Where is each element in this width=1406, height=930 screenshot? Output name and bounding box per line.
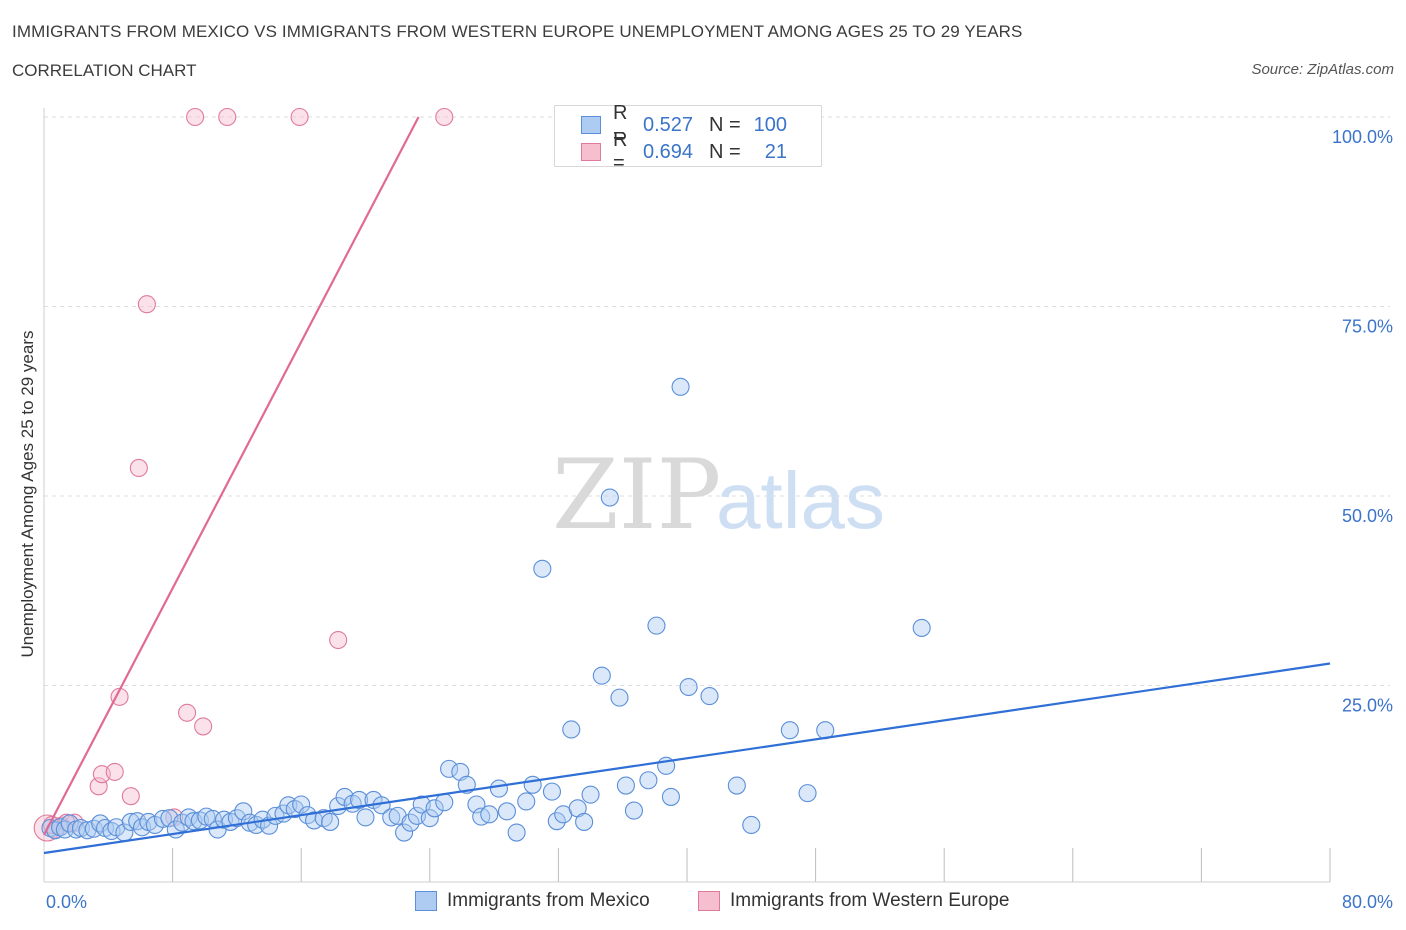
legend-n-label: N = xyxy=(709,113,741,136)
point-mexico xyxy=(547,812,566,831)
correlation-legend: R = 0.527 N = 100 R = 0.694 N = 21 xyxy=(554,102,822,174)
bottom-legend-label-western-europe: Immigrants from Western Europe xyxy=(730,890,1010,911)
point-mexico xyxy=(581,785,600,804)
legend-n-label: N = xyxy=(709,140,741,163)
bottom-legend-mexico: Immigrants from Mexico xyxy=(415,890,650,912)
point-western-europe xyxy=(329,630,348,650)
point-western-europe xyxy=(129,458,148,478)
point-mexico xyxy=(661,787,680,806)
point-mexico xyxy=(679,677,698,697)
point-mexico xyxy=(440,759,459,778)
point-mexico xyxy=(321,812,340,831)
source-label: Source: ZipAtlas.com xyxy=(1251,61,1394,78)
point-mexico xyxy=(562,720,581,739)
point-western-europe xyxy=(290,107,309,127)
legend-swatch-western-europe xyxy=(581,143,601,161)
gridlines xyxy=(44,116,1390,686)
point-western-europe xyxy=(105,762,124,781)
point-mexico xyxy=(600,488,619,507)
chart-title: IMMIGRANTS FROM MEXICO VS IMMIGRANTS FRO… xyxy=(12,22,1023,41)
point-mexico xyxy=(523,775,542,794)
legend-row-western-europe: R = 0.694 N = 21 xyxy=(581,129,787,174)
point-mexico xyxy=(395,823,414,842)
point-mexico xyxy=(647,616,666,635)
point-mexico xyxy=(292,795,311,814)
point-mexico xyxy=(671,377,690,396)
point-mexico xyxy=(350,790,369,810)
point-mexico xyxy=(727,776,746,795)
watermark-zip: ZIP xyxy=(552,439,721,551)
point-western-europe xyxy=(194,717,213,736)
y-tick-labels: 25.0% 50.0% 75.0% 100.0% xyxy=(1332,127,1393,716)
point-mexico xyxy=(51,818,70,837)
point-western-europe xyxy=(218,107,237,127)
legend-n-value-western-europe: 21 xyxy=(764,140,787,163)
point-mexico xyxy=(497,802,517,821)
y-tick-label: 25.0% xyxy=(1342,696,1393,716)
legend-n-value-mexico: 100 xyxy=(753,113,787,136)
point-mexico xyxy=(467,795,486,814)
point-western-europe xyxy=(186,107,205,127)
x-tick-label: 80.0% xyxy=(1342,892,1393,912)
legend-swatch-mexico xyxy=(581,116,601,134)
y-axis-label: Unemployment Among Ages 25 to 29 years xyxy=(18,330,37,658)
point-mexico xyxy=(798,784,817,803)
point-western-europe xyxy=(435,107,454,127)
point-mexico xyxy=(435,793,454,812)
watermark-atlas: atlas xyxy=(716,456,885,545)
watermark: ZIP atlas xyxy=(552,439,885,551)
y-tick-label: 100.0% xyxy=(1332,127,1393,147)
x-tick-labels: 0.0% 80.0% xyxy=(46,892,1393,912)
point-mexico xyxy=(425,799,444,818)
legend-r-value-western-europe: 0.694 xyxy=(643,140,694,163)
legend-r-value-mexico: 0.527 xyxy=(643,113,694,136)
bottom-legend-swatch-mexico xyxy=(415,891,437,911)
y-tick-label: 75.0% xyxy=(1342,317,1393,337)
bottom-legend-label-mexico: Immigrants from Mexico xyxy=(447,890,650,911)
legend-r-label: R = xyxy=(613,129,628,174)
trend-line-western-europe xyxy=(43,116,420,836)
point-western-europe xyxy=(121,787,140,806)
point-western-europe xyxy=(89,777,108,796)
point-mexico xyxy=(616,776,635,795)
point-mexico xyxy=(742,815,761,835)
point-mexico xyxy=(624,801,644,820)
trend-line-mexico xyxy=(43,662,1331,855)
point-mexico xyxy=(592,666,611,685)
legend-row-mexico: R = 0.527 N = 100 xyxy=(581,102,787,147)
point-mexico xyxy=(575,812,594,831)
point-mexico xyxy=(382,808,401,827)
point-mexico xyxy=(507,823,526,842)
x-axis-ticks xyxy=(43,848,1331,882)
point-mexico xyxy=(153,809,173,828)
point-western-europe xyxy=(137,295,156,314)
chart-subtitle: CORRELATION CHART xyxy=(12,61,197,80)
point-mexico xyxy=(542,782,562,801)
x-tick-label: 0.0% xyxy=(46,892,87,912)
point-mexico xyxy=(234,802,253,821)
trend-lines xyxy=(43,116,1331,855)
point-mexico xyxy=(121,812,140,831)
point-mexico xyxy=(420,809,439,828)
point-mexico xyxy=(533,559,552,578)
point-mexico xyxy=(517,792,536,811)
point-mexico xyxy=(780,721,799,740)
point-mexico xyxy=(401,813,420,832)
point-mexico xyxy=(480,805,499,824)
data-points xyxy=(33,107,931,842)
point-mexico xyxy=(610,688,629,707)
bottom-legend-western-europe: Immigrants from Western Europe xyxy=(698,890,1009,912)
legend-r-label: R = xyxy=(613,102,628,147)
y-tick-label: 50.0% xyxy=(1342,506,1393,526)
point-mexico xyxy=(700,687,719,706)
point-mexico xyxy=(912,618,931,637)
point-mexico xyxy=(639,771,658,790)
point-western-europe xyxy=(178,703,197,722)
bottom-legend-swatch-western-europe xyxy=(698,891,720,911)
point-mexico xyxy=(489,779,508,798)
point-mexico xyxy=(356,808,375,827)
